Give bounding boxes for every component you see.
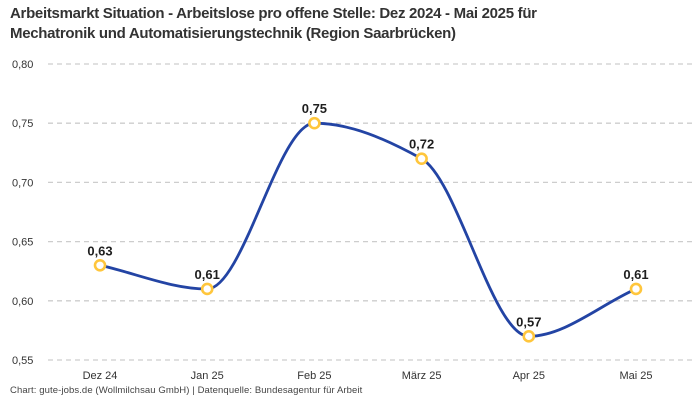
- x-axis-tick-label: Apr 25: [513, 370, 545, 382]
- y-axis-tick-label: 0,75: [12, 118, 33, 130]
- y-axis-tick-label: 0,65: [12, 237, 33, 249]
- x-axis-tick-label: Dez 24: [83, 370, 118, 382]
- y-axis-tick-label: 0,60: [12, 296, 33, 308]
- data-point-label: 0,75: [302, 101, 327, 116]
- chart-title-line2: Mechatronik und Automatisierungstechnik …: [10, 25, 456, 42]
- data-point-marker: [629, 282, 643, 296]
- data-point-label: 0,72: [409, 137, 434, 152]
- data-point-label: 0,61: [195, 267, 220, 282]
- y-axis-tick-label: 0,70: [12, 177, 33, 189]
- data-point-label: 0,63: [87, 243, 112, 258]
- series-line: [98, 121, 638, 338]
- y-axis-tick-label: 0,80: [12, 59, 33, 71]
- x-axis-tick-label: Feb 25: [297, 370, 331, 382]
- data-point-marker: [522, 330, 536, 343]
- data-point-marker: [308, 116, 321, 130]
- data-point-label: 0,57: [516, 314, 541, 329]
- x-axis-tick-label: Mai 25: [619, 370, 652, 382]
- x-axis-tick-label: März 25: [402, 370, 442, 382]
- data-point-marker: [415, 152, 428, 166]
- data-point-marker: [200, 282, 214, 296]
- chart-title: Arbeitsmarkt Situation - Arbeitslose pro…: [10, 4, 537, 44]
- data-point-label: 0,61: [623, 267, 648, 282]
- chart-footer: Chart: gute-jobs.de (Wollmilchsau GmbH) …: [10, 385, 363, 396]
- data-point-marker: [93, 258, 107, 272]
- y-axis-tick-label: 0,55: [12, 355, 33, 367]
- chart-title-line1: Arbeitsmarkt Situation - Arbeitslose pro…: [10, 5, 537, 22]
- x-axis-tick-label: Jan 25: [191, 370, 224, 382]
